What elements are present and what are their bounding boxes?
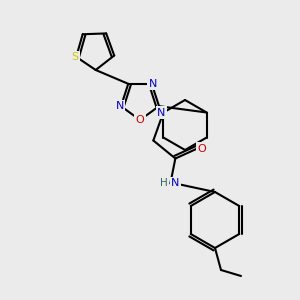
Text: O: O xyxy=(136,115,144,125)
Text: O: O xyxy=(197,143,206,154)
Text: N: N xyxy=(116,101,124,111)
Text: N: N xyxy=(157,107,166,118)
Text: N: N xyxy=(148,79,157,89)
Text: N: N xyxy=(171,178,179,188)
Text: S: S xyxy=(72,52,79,62)
Text: H: H xyxy=(160,178,168,188)
